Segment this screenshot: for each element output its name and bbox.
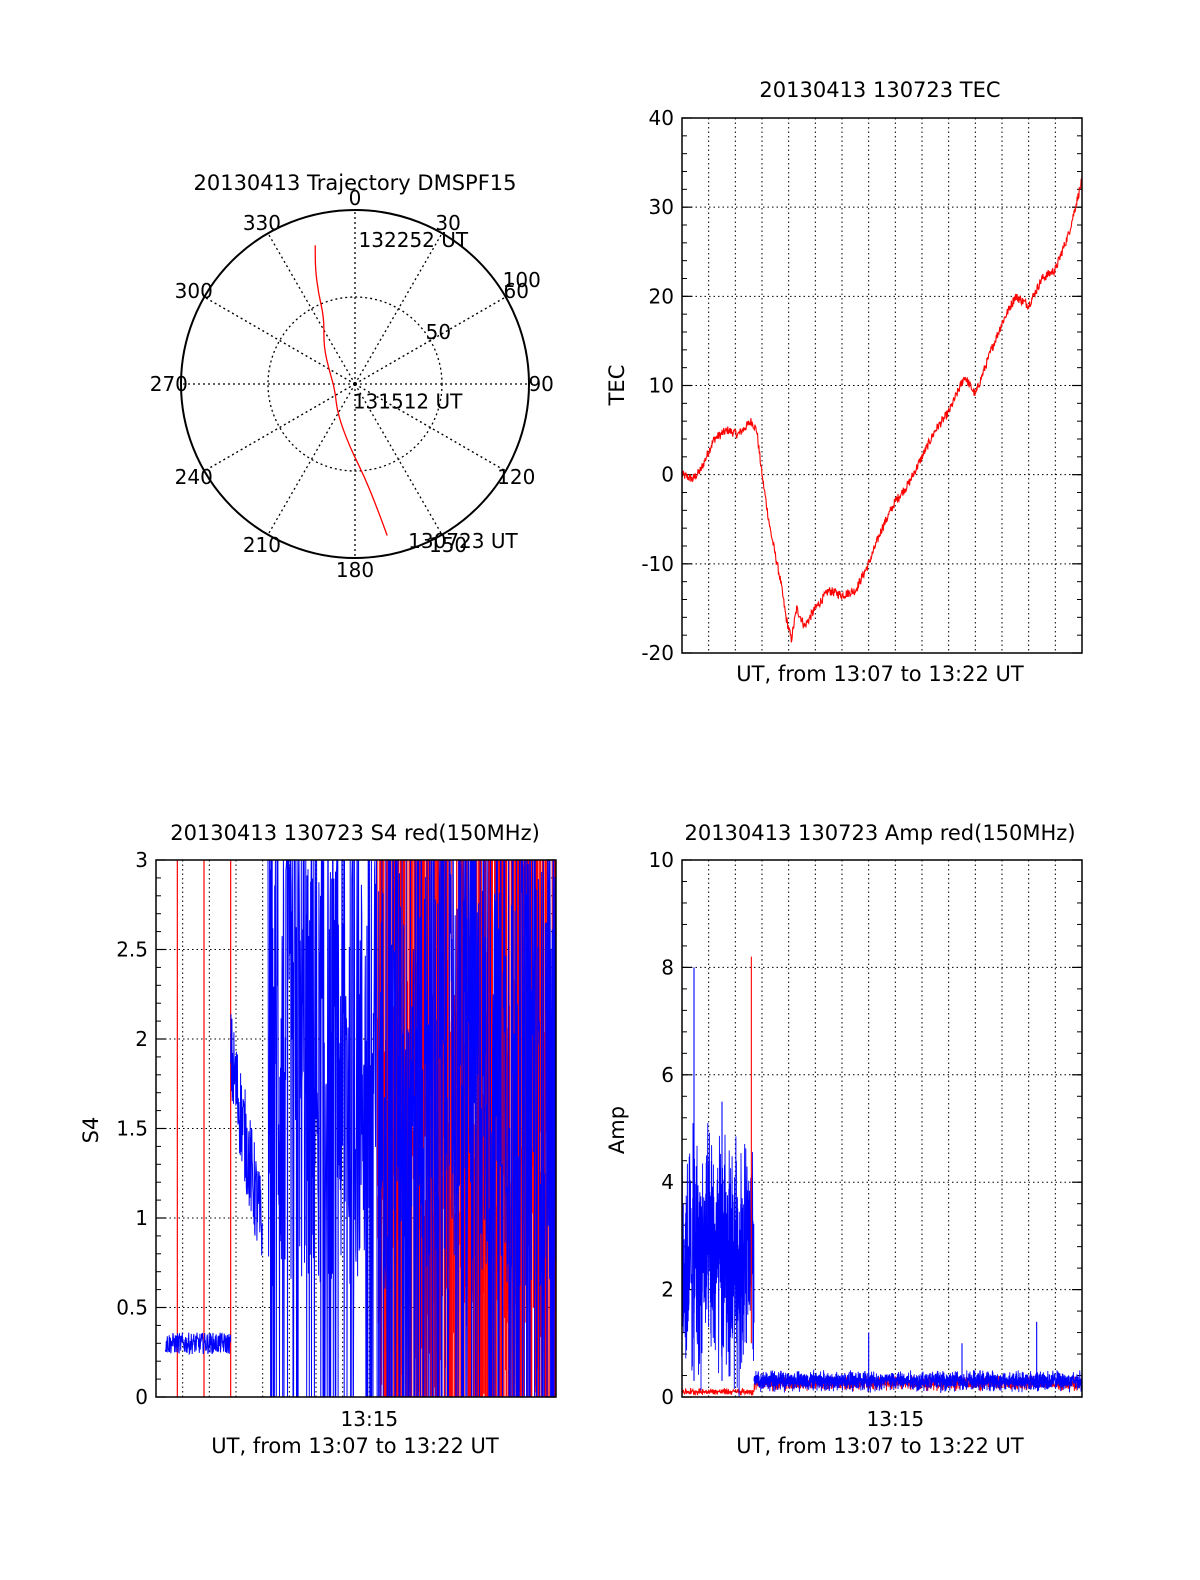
tec-chart: 20130413 130723 TEC -20 -10 0 10 20 30 40 UT, …: [605, 78, 1083, 686]
s4-y-label: S4: [79, 1117, 103, 1144]
amp-y-tick-label: 0: [661, 1385, 674, 1409]
polar-azimuth-label: 90: [528, 372, 553, 396]
amp-plot-frame: [681, 859, 1083, 1398]
polar-title: 20130413 Trajectory DMSPF15: [193, 171, 516, 195]
polar-outer-ring: [180, 209, 530, 559]
s4-y-tick-label: 1: [135, 1206, 148, 1230]
tec-x-label: UT, from 13:07 to 13:22 UT: [736, 662, 1024, 686]
s4-blue-trace: [230, 1014, 263, 1256]
tec-y-tick-label: -10: [641, 552, 674, 576]
polar-ring-label: 100: [503, 268, 541, 292]
s4-x-tick-label: 13:15: [341, 1407, 399, 1431]
amp-title: 20130413 130723 Amp red(150MHz): [684, 821, 1075, 845]
s4-y-tick-label: 2.5: [116, 938, 148, 962]
s4-y-tick-label: 0.5: [116, 1296, 148, 1320]
tec-grid: [682, 117, 1082, 654]
s4-title: 20130413 130723 S4 red(150MHz): [170, 821, 540, 845]
amp-y-tick-label: 8: [661, 955, 674, 979]
s4-y-tick-label: 3: [135, 848, 148, 872]
polar-azimuth-label: 30: [435, 211, 460, 235]
tec-y-tick-label: 40: [649, 106, 674, 130]
polar-azimuth-label: 150: [429, 533, 467, 557]
amp-y-label: Amp: [605, 1106, 629, 1154]
polar-ring-labels: 50 100: [426, 268, 541, 344]
tec-series: [681, 176, 1083, 643]
s4-blue-trace: [267, 859, 557, 1398]
s4-x-label: UT, from 13:07 to 13:22 UT: [211, 1434, 499, 1458]
polar-azimuth-label: 210: [243, 533, 281, 557]
amp-chart: 20130413 130723 Amp red(150MHz) 0246810 …: [605, 821, 1083, 1458]
amp-y-tick-label: 6: [661, 1063, 674, 1087]
s4-chart: 20130413 130723 S4 red(150MHz) 0 0.5 1 1.5 2…: [79, 821, 557, 1458]
amp-red-trace: [681, 1375, 1083, 1397]
tec-y-label: TEC: [605, 365, 629, 407]
polar-azimuth-label: 0: [349, 186, 362, 210]
tec-y-tick-label: -20: [641, 641, 674, 665]
tec-y-tick-label: 0: [661, 463, 674, 487]
polar-spoke-210: [267, 383, 356, 536]
s4-plot-frame: [155, 859, 557, 1398]
amp-x-tick-label: 13:15: [867, 1407, 925, 1431]
polar-azimuth-label: 330: [243, 211, 281, 235]
polar-spoke-150: [354, 383, 443, 536]
amp-x-tick-labels: 13:15: [867, 1407, 925, 1431]
polar-track-label: 132252 UT: [359, 228, 469, 252]
polar-spoke-240: [203, 383, 356, 472]
polar-spoke-300: [203, 296, 356, 385]
tec-title: 20130413 130723 TEC: [759, 78, 1000, 102]
tec-line: [681, 176, 1083, 643]
tec-y-tick-label: 20: [649, 284, 674, 308]
tec-y-tick-label: 10: [649, 374, 674, 398]
polar-azimuth-labels: 0 30 60 90 120 150 180 210 240 270 300 330: [150, 186, 554, 582]
s4-x-tick-labels: 13:15: [341, 1407, 399, 1431]
polar-track-label: 130723 UT: [408, 529, 518, 553]
amp-series: [681, 956, 1083, 1398]
polar-azimuth-label: 60: [504, 279, 529, 303]
amp-y-tick-label: 10: [649, 848, 674, 872]
polar-azimuth-label: 120: [497, 465, 535, 489]
amp-y-tick-label: 2: [661, 1278, 674, 1302]
polar-spoke-330: [267, 232, 356, 385]
amp-blue-trace: [681, 1122, 1083, 1398]
s4-y-tick-labels: 0 0.5 1 1.5 2 2.5 3: [116, 848, 148, 1409]
polar-track-line: [314, 245, 388, 536]
polar-track-label: 131512 UT: [353, 389, 463, 413]
polar-spoke-120: [354, 383, 507, 472]
amp-y-tick-labels: 0 2 4 6 8 10: [649, 848, 674, 1409]
polar-azimuth-label: 270: [150, 372, 188, 396]
tec-plot-frame: [681, 117, 1083, 654]
polar-azimuth-label: 180: [336, 558, 374, 582]
polar-spoke-30: [354, 232, 443, 385]
polar-track: 132252 UT 131512 UT 130723 UT: [314, 228, 518, 553]
polar-ring-label: 50: [426, 320, 451, 344]
polar-spoke-60: [354, 296, 507, 385]
polar-grid: [181, 210, 529, 558]
polar-trajectory-chart: 20130413 Trajectory DMSPF15 0 30 60 90 120 15…: [150, 171, 554, 582]
tec-y-tick-labels: -20 -10 0 10 20 30 40: [641, 106, 674, 665]
tec-y-tick-label: 30: [649, 195, 674, 219]
s4-series: [164, 859, 557, 1398]
s4-y-tick-label: 0: [135, 1385, 148, 1409]
s4-blue-trace: [164, 1332, 232, 1356]
amp-x-label: UT, from 13:07 to 13:22 UT: [736, 1434, 1024, 1458]
polar-azimuth-label: 240: [175, 465, 213, 489]
s4-y-tick-label: 1.5: [116, 1117, 148, 1141]
amp-y-tick-label: 4: [661, 1170, 674, 1194]
s4-y-tick-label: 2: [135, 1027, 148, 1051]
polar-azimuth-label: 300: [175, 279, 213, 303]
